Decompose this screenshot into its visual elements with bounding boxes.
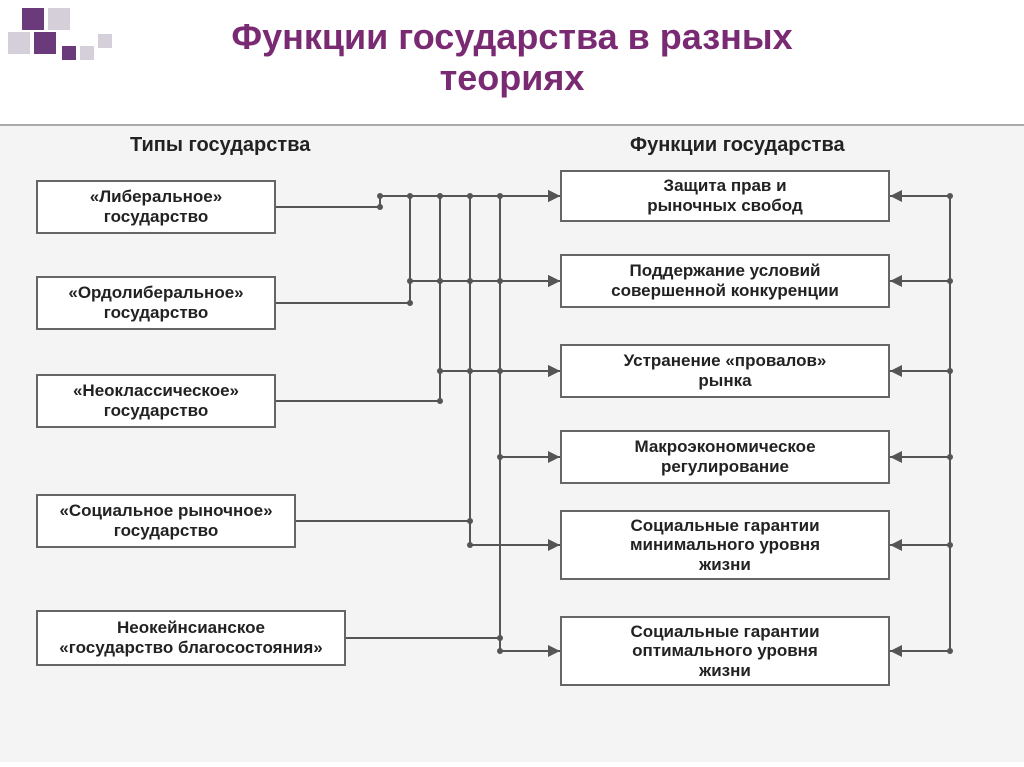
diagram-area: Типы государства Функции государства «Ли…: [0, 124, 1024, 762]
left-column-header: Типы государства: [130, 134, 310, 157]
state-function-box-R5: Социальные гарантии минимального уровня …: [560, 510, 890, 580]
state-function-box-R2: Поддержание условий совершенной конкурен…: [560, 254, 890, 308]
state-type-box-L1: «Либеральное» государство: [36, 180, 276, 234]
slide-title: Функции государства в разных теориях: [0, 16, 1024, 99]
state-function-box-R4: Макроэкономическое регулирование: [560, 430, 890, 484]
state-function-box-R1: Защита прав и рыночных свобод: [560, 170, 890, 222]
state-type-box-L3: «Неоклассическое» государство: [36, 374, 276, 428]
state-type-box-L4: «Социальное рыночное» государство: [36, 494, 296, 548]
right-column-header: Функции государства: [630, 134, 845, 157]
state-function-box-R3: Устранение «провалов» рынка: [560, 344, 890, 398]
slide: Функции государства в разных теориях Тип…: [0, 0, 1024, 767]
state-type-box-L5: Неокейнсианское «государство благосостоя…: [36, 610, 346, 666]
state-function-box-R6: Социальные гарантии оптимального уровня …: [560, 616, 890, 686]
state-type-box-L2: «Ордолиберальное» государство: [36, 276, 276, 330]
